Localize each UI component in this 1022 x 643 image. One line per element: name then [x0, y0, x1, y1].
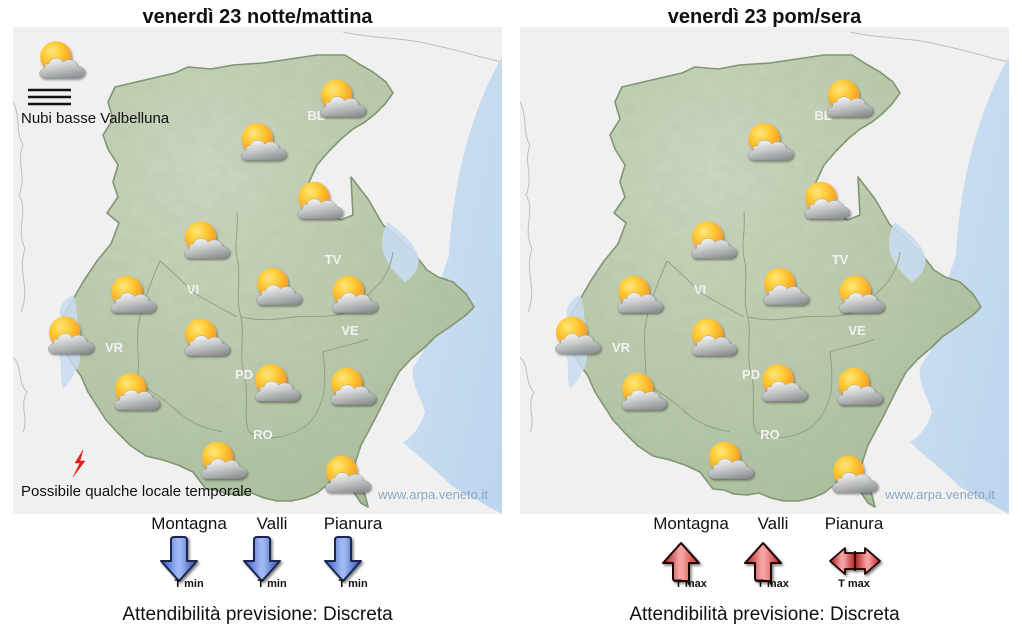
svg-text:PD: PD	[742, 367, 760, 382]
svg-text:TV: TV	[325, 252, 342, 267]
svg-text:PD: PD	[235, 367, 253, 382]
svg-text:VE: VE	[341, 323, 359, 338]
svg-text:VE: VE	[848, 323, 866, 338]
svg-text:VI: VI	[187, 282, 199, 297]
svg-text:VR: VR	[105, 340, 124, 355]
svg-text:RO: RO	[760, 427, 780, 442]
svg-text:www.arpa.veneto.it: www.arpa.veneto.it	[377, 487, 488, 502]
svg-text:Nubi basse Valbelluna: Nubi basse Valbelluna	[21, 110, 170, 127]
svg-text:www.arpa.veneto.it: www.arpa.veneto.it	[884, 487, 995, 502]
svg-text:TV: TV	[832, 252, 849, 267]
svg-text:Possibile qualche locale tempo: Possibile qualche locale temporale	[21, 483, 252, 500]
svg-text:VI: VI	[694, 282, 706, 297]
svg-text:RO: RO	[253, 427, 273, 442]
svg-text:VR: VR	[612, 340, 631, 355]
